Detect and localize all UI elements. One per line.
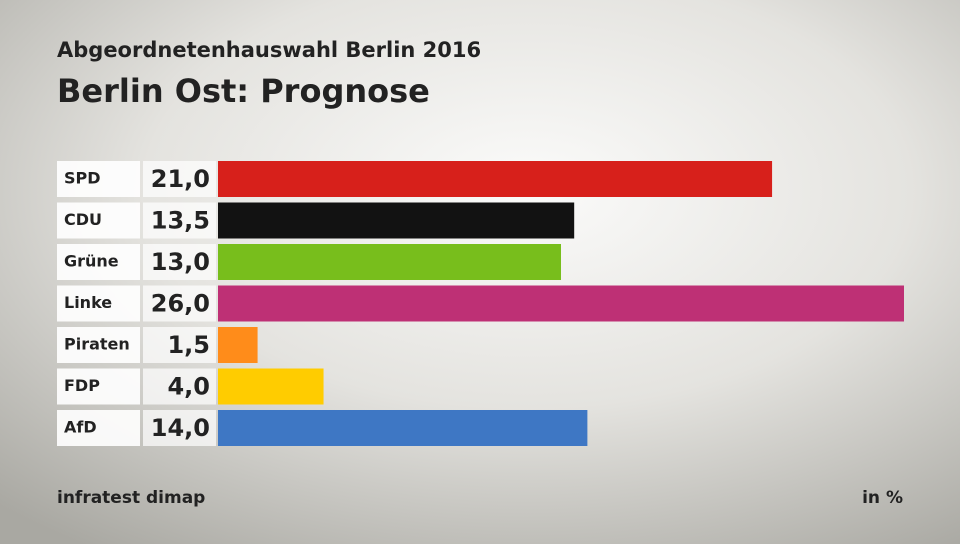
category-label: SPD bbox=[64, 169, 101, 188]
value-label: 13,5 bbox=[151, 207, 210, 235]
bar bbox=[218, 285, 904, 322]
bar bbox=[218, 244, 561, 280]
value-label: 14,0 bbox=[151, 414, 210, 442]
value-box bbox=[143, 161, 216, 197]
value-box bbox=[143, 202, 216, 239]
label-box bbox=[57, 327, 140, 363]
chart-title: Berlin Ost: Prognose bbox=[57, 72, 430, 110]
value-box bbox=[143, 244, 216, 280]
category-label: Piraten bbox=[64, 335, 130, 354]
label-box bbox=[57, 244, 140, 280]
category-label: CDU bbox=[64, 210, 102, 229]
value-label: 26,0 bbox=[151, 290, 210, 318]
unit: in % bbox=[862, 488, 903, 508]
bar bbox=[218, 368, 324, 405]
label-box bbox=[57, 161, 140, 197]
label-box bbox=[57, 368, 140, 405]
category-label: AfD bbox=[64, 418, 97, 437]
category-label: Linke bbox=[64, 293, 112, 312]
category-label: FDP bbox=[64, 376, 100, 395]
value-label: 4,0 bbox=[167, 373, 210, 401]
value-label: 1,5 bbox=[167, 331, 210, 359]
bar bbox=[218, 410, 588, 446]
label-box bbox=[57, 410, 140, 446]
label-box bbox=[57, 202, 140, 239]
bar bbox=[218, 327, 258, 363]
value-label: 21,0 bbox=[151, 165, 210, 193]
bar bbox=[218, 161, 773, 197]
category-label: Grüne bbox=[64, 252, 119, 271]
value-box bbox=[143, 327, 216, 363]
value-box bbox=[143, 368, 216, 405]
value-box bbox=[143, 410, 216, 446]
source: infratest dimap bbox=[57, 488, 205, 508]
bar bbox=[218, 202, 575, 239]
label-box bbox=[57, 285, 140, 322]
value-label: 13,0 bbox=[151, 248, 210, 276]
value-box bbox=[143, 285, 216, 322]
chart-subtitle: Abgeordnetenhauswahl Berlin 2016 bbox=[57, 38, 481, 62]
